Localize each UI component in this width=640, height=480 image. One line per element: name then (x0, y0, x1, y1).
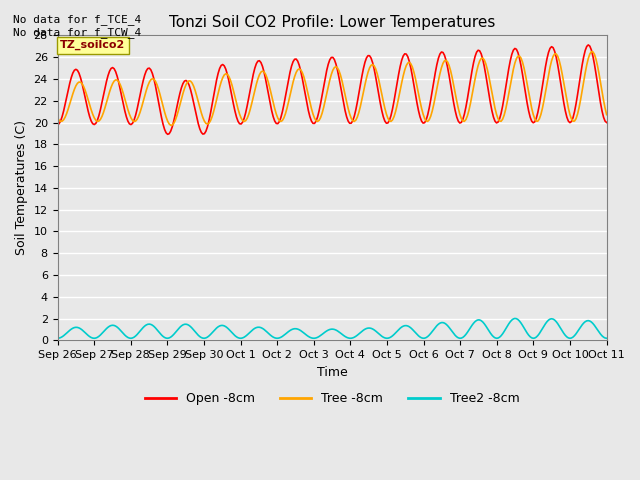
Tree -8cm (603, 112, 611, 118)
Tree -8cm (237, 115, 245, 121)
Open -8cm (237, 121, 245, 127)
Tree -8cm (219, 75, 227, 81)
Tree2 -8cm (573, 329, 581, 335)
Tree2 -8cm (603, 336, 611, 341)
Tree -8cm (573, 111, 581, 117)
Open -8cm (246, 87, 254, 93)
Open -8cm (54, 122, 61, 128)
Open -8cm (121, 108, 129, 114)
Tree -8cm (54, 115, 61, 120)
Tree2 -8cm (236, 336, 243, 341)
Text: TZ_soilco2: TZ_soilco2 (60, 40, 125, 50)
Open -8cm (219, 61, 227, 67)
Tree -8cm (246, 107, 254, 112)
Open -8cm (164, 132, 172, 137)
Tree -8cm (295, 66, 303, 72)
Line: Open -8cm: Open -8cm (58, 45, 607, 134)
Tree2 -8cm (54, 336, 61, 341)
Tree -8cm (167, 122, 175, 128)
Open -8cm (603, 120, 611, 125)
Title: Tonzi Soil CO2 Profile: Lower Temperatures: Tonzi Soil CO2 Profile: Lower Temperatur… (169, 15, 495, 30)
Tree2 -8cm (294, 326, 301, 332)
Legend: Open -8cm, Tree -8cm, Tree2 -8cm: Open -8cm, Tree -8cm, Tree2 -8cm (140, 387, 524, 410)
X-axis label: Time: Time (317, 366, 348, 379)
Tree2 -8cm (245, 331, 253, 336)
Open -8cm (295, 62, 303, 68)
Tree -8cm (121, 96, 129, 102)
Y-axis label: Soil Temperatures (C): Soil Temperatures (C) (15, 120, 28, 255)
Tree2 -8cm (121, 332, 129, 338)
Tree2 -8cm (218, 323, 225, 328)
Tree2 -8cm (511, 315, 518, 321)
Open -8cm (573, 92, 581, 97)
Line: Tree2 -8cm: Tree2 -8cm (58, 318, 607, 338)
Open -8cm (584, 42, 592, 48)
Line: Tree -8cm: Tree -8cm (58, 52, 607, 125)
Text: No data for f_TCE_4
No data for f_TCW_4: No data for f_TCE_4 No data for f_TCW_4 (13, 14, 141, 38)
Tree -8cm (588, 49, 595, 55)
